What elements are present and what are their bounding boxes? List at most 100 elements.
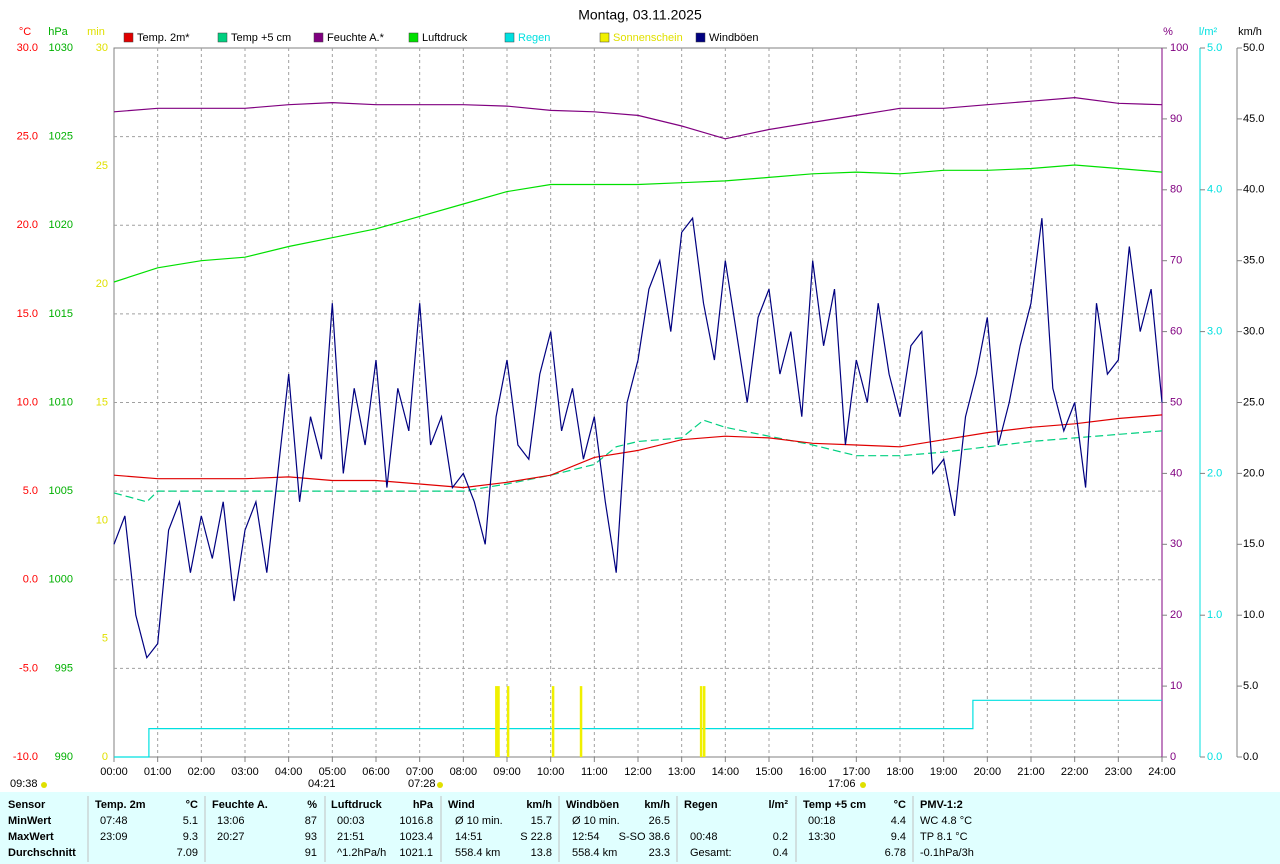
annotation: 09:38	[10, 778, 38, 790]
legend-label: Temp +5 cm	[231, 32, 291, 44]
annotation: 04:21	[308, 778, 336, 790]
y-tick-label: 25.0	[17, 131, 38, 143]
y-tick-label: 2.0	[1207, 467, 1222, 479]
table-cell: 7.09	[177, 847, 198, 859]
table-cell: 00:03	[337, 815, 365, 827]
y-tick-label: 1005	[49, 485, 73, 497]
sun-icon	[41, 782, 47, 788]
sunshine-bar	[699, 686, 703, 757]
table-cell: 1021.1	[399, 847, 433, 859]
table-header: Windböen	[566, 799, 619, 811]
y-tick-label: 15.0	[1243, 538, 1264, 550]
table-cell: 0.4	[773, 847, 788, 859]
table-cell: WC 4.8 °C	[920, 815, 972, 827]
y-tick-label: 1025	[49, 131, 73, 143]
table-cell: Ø 10 min.	[572, 815, 620, 827]
table-cell: 87	[305, 815, 317, 827]
series-line	[113, 216, 1163, 660]
table-cell: 5.1	[183, 815, 198, 827]
y-tick-label: 10	[1170, 680, 1182, 692]
y-tick-label: 1015	[49, 308, 73, 320]
y-tick-label: 5	[102, 633, 108, 645]
table-cell: S-SO 38.6	[619, 831, 670, 843]
y-tick-label: 5.0	[1243, 680, 1258, 692]
table-cell: Gesamt:	[690, 847, 732, 859]
x-tick-label: 06:00	[362, 766, 390, 778]
y-tick-label: 15	[96, 396, 108, 408]
y-tick-label: 25.0	[1243, 396, 1264, 408]
x-tick-label: 09:00	[493, 766, 521, 778]
table-cell: 91	[305, 847, 317, 859]
x-tick-label: 14:00	[712, 766, 740, 778]
y-tick-label: 40.0	[1243, 184, 1264, 196]
x-tick-label: 16:00	[799, 766, 827, 778]
y-tick-label: -10.0	[13, 751, 38, 763]
x-tick-label: 01:00	[144, 766, 172, 778]
table-header: km/h	[526, 799, 552, 811]
table-cell: 13:06	[217, 815, 245, 827]
legend-swatch	[504, 32, 515, 43]
table-header: Regen	[684, 799, 718, 811]
legend-swatch	[123, 32, 134, 43]
row-label: Durchschnitt	[8, 847, 76, 859]
y-tick-label: 5.0	[1207, 42, 1222, 54]
table-cell: 558.4 km	[572, 847, 617, 859]
axis-unit: min	[87, 26, 105, 38]
legend-swatch	[408, 32, 419, 43]
x-tick-label: 07:00	[406, 766, 434, 778]
y-tick-label: 0	[102, 751, 108, 763]
table-header: °C	[894, 799, 906, 811]
table-cell: 15.7	[531, 815, 552, 827]
table-cell: S 22.8	[520, 831, 552, 843]
table-cell: 6.78	[885, 847, 906, 859]
legend-label: Regen	[518, 32, 550, 44]
y-tick-label: 10	[96, 515, 108, 527]
legend-swatch	[695, 32, 706, 43]
table-cell: 93	[305, 831, 317, 843]
y-tick-label: 35.0	[1243, 255, 1264, 267]
y-tick-label: 90	[1170, 113, 1182, 125]
table-cell: 00:18	[808, 815, 836, 827]
table-header: km/h	[644, 799, 670, 811]
y-tick-label: 0.0	[1207, 751, 1222, 763]
table-cell: 0.2	[773, 831, 788, 843]
y-tick-label: 10.0	[1243, 609, 1264, 621]
x-tick-label: 24:00	[1148, 766, 1176, 778]
table-cell: 00:48	[690, 831, 718, 843]
table-header: Wind	[448, 799, 475, 811]
sunshine-bar	[497, 686, 500, 757]
table-cell: 558.4 km	[455, 847, 500, 859]
y-tick-label: 50.0	[1243, 42, 1264, 54]
legend-label: Windböen	[709, 32, 759, 44]
y-tick-label: 30.0	[17, 42, 38, 54]
table-cell: 13.8	[531, 847, 552, 859]
table-header: hPa	[413, 799, 434, 811]
table-cell: -0.1hPa/3h	[920, 847, 974, 859]
series-line	[113, 414, 1163, 489]
series-line	[114, 699, 1162, 758]
x-tick-label: 05:00	[319, 766, 347, 778]
table-cell: 12:54	[572, 831, 600, 843]
table-cell: 23:09	[100, 831, 128, 843]
table-header: PMV-1:2	[920, 799, 963, 811]
table-header: %	[307, 799, 317, 811]
y-tick-label: 30.0	[1243, 326, 1264, 338]
table-cell: TP 8.1 °C	[920, 831, 968, 843]
y-tick-label: 70	[1170, 255, 1182, 267]
y-tick-label: 1000	[49, 574, 73, 586]
y-tick-label: 25	[96, 160, 108, 172]
y-tick-label: 5.0	[23, 485, 38, 497]
legend-swatch	[599, 32, 610, 43]
table-cell: 21:51	[337, 831, 365, 843]
sunshine-bar	[702, 686, 706, 757]
y-tick-label: 0	[1170, 751, 1176, 763]
y-tick-label: 60	[1170, 326, 1182, 338]
x-tick-label: 08:00	[450, 766, 478, 778]
axis-unit: km/h	[1238, 26, 1262, 38]
axis-unit: l/m²	[1199, 26, 1218, 38]
series-line	[113, 419, 1163, 503]
legend-label: Temp. 2m*	[137, 32, 190, 44]
y-tick-label: 20.0	[17, 219, 38, 231]
y-tick-label: 30	[96, 42, 108, 54]
x-tick-label: 10:00	[537, 766, 565, 778]
